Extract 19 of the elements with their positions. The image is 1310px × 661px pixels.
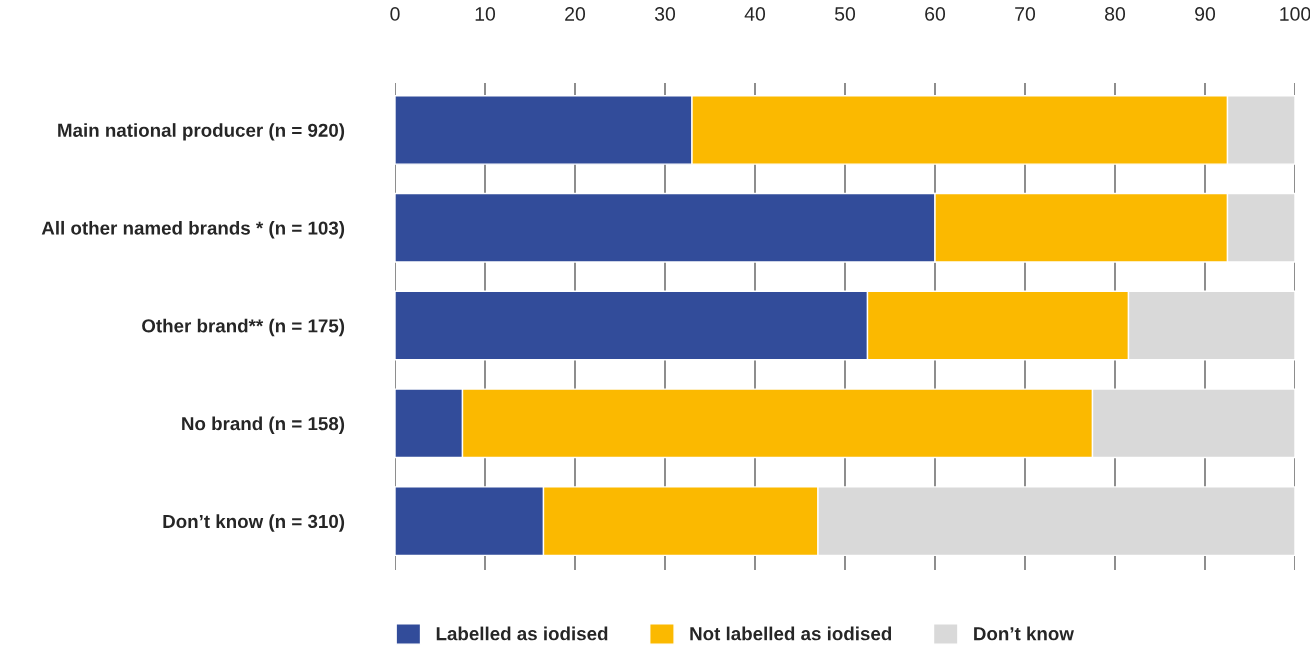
x-tick-label: 20	[565, 7, 586, 21]
x-tick-label: 70	[1015, 7, 1036, 21]
x-tick-label: 10	[475, 7, 496, 21]
y-tick-label: All other named brands * (n = 103)	[41, 220, 345, 239]
x-tick-label: 50	[834, 7, 856, 21]
x-tick-label: 40	[744, 7, 766, 21]
legend-label: Don’t know	[974, 626, 1074, 641]
y-tick-label: Main national producer (n = 920)	[58, 123, 345, 141]
x-tick-label: 100	[1280, 7, 1310, 21]
x-tick-label: 90	[1195, 7, 1216, 21]
x-tick-label: 30	[654, 7, 676, 21]
x-tick-label: 60	[925, 7, 946, 21]
legend-label: Labelled as iodised	[436, 626, 608, 641]
y-tick-label: Don’t know (n = 310)	[163, 514, 345, 532]
y-tick-label: Other brand** (n = 175)	[142, 318, 345, 337]
x-tick-label: 0	[390, 7, 400, 21]
y-tick-label: No brand (n = 158)	[182, 416, 345, 434]
legend-label: Not labelled as iodised	[690, 626, 892, 641]
x-tick-label: 80	[1105, 7, 1126, 21]
